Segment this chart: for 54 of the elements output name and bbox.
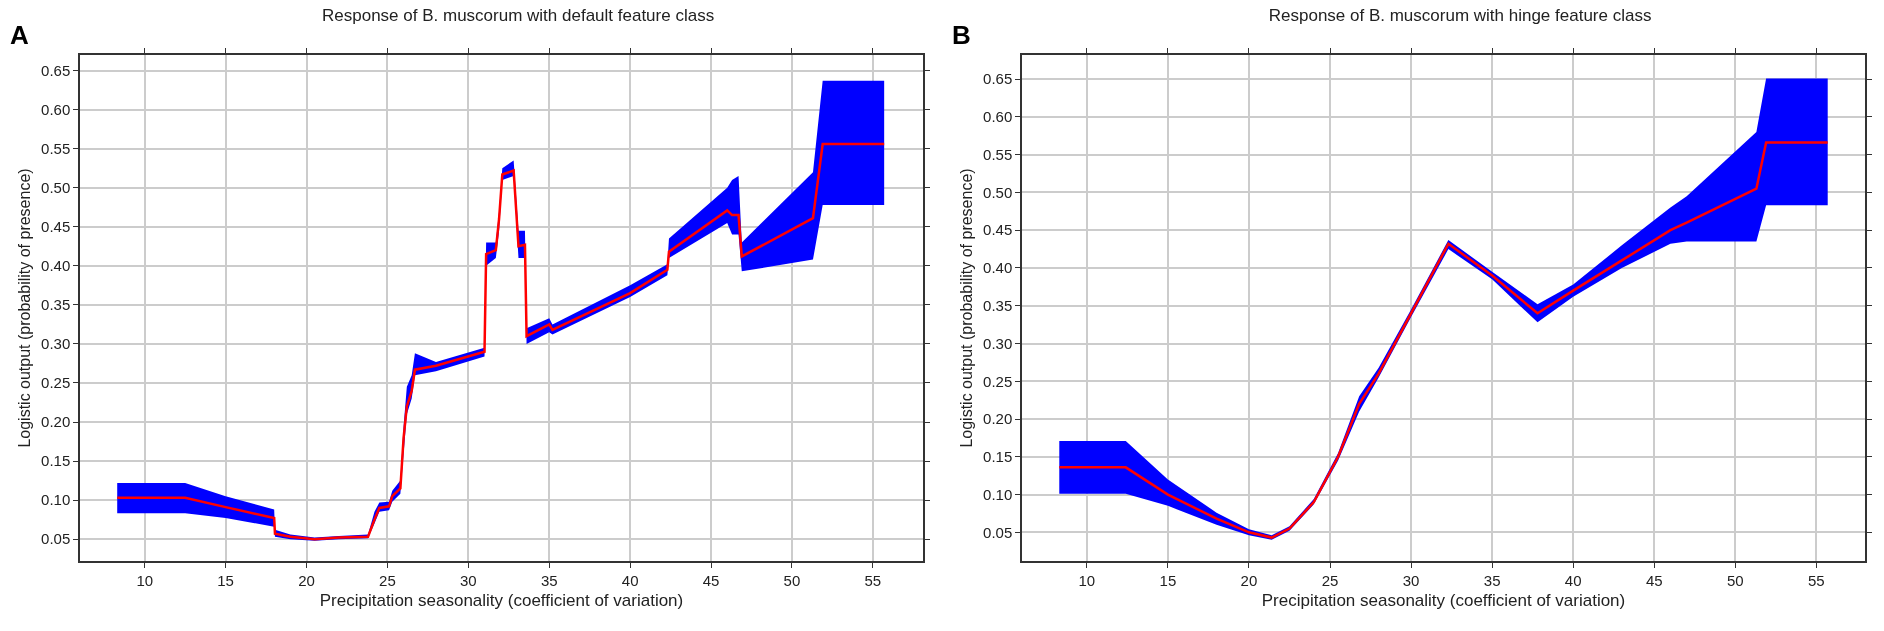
y-tick-label: 0.15 bbox=[41, 452, 71, 470]
x-axis-title: Precipitation seasonality (coefficient of variation) bbox=[1261, 590, 1626, 610]
x-tick-label: 50 bbox=[783, 571, 801, 589]
y-tick-label: 0.45 bbox=[983, 221, 1013, 239]
x-tick-label: 35 bbox=[1483, 571, 1501, 589]
y-tick-label: 0.65 bbox=[983, 70, 1013, 88]
x-tick-label: 40 bbox=[621, 571, 639, 589]
x-tick-label: 15 bbox=[217, 571, 234, 589]
x-tick-label: 20 bbox=[298, 571, 315, 589]
y-axis-title: Logistic output (probability of presence) bbox=[958, 168, 976, 448]
x-tick-label: 35 bbox=[540, 571, 558, 589]
y-tick-label: 0.55 bbox=[983, 145, 1013, 163]
y-tick-label: 0.50 bbox=[41, 179, 71, 196]
y-tick-label: 0.30 bbox=[983, 334, 1013, 352]
x-tick-label: 45 bbox=[1645, 571, 1663, 589]
x-tick-label: 50 bbox=[1726, 571, 1744, 589]
y-tick-label: 0.25 bbox=[983, 372, 1013, 390]
y-tick-label: 0.40 bbox=[983, 259, 1013, 277]
y-tick-label: 0.50 bbox=[983, 183, 1013, 201]
y-tick-label: 0.60 bbox=[41, 100, 71, 118]
x-tick-label: 25 bbox=[1321, 571, 1339, 589]
x-tick-label: 25 bbox=[379, 571, 396, 589]
y-tick-label: 0.45 bbox=[41, 218, 71, 236]
y-tick-label: 0.55 bbox=[41, 139, 71, 157]
x-tick-label: 55 bbox=[864, 571, 882, 589]
y-tick-label: 0.30 bbox=[41, 335, 71, 353]
x-tick-label: 10 bbox=[136, 571, 154, 589]
chart-title: Response of B. muscorum with hinge feature class bbox=[1268, 6, 1652, 26]
y-tick-label: 0.10 bbox=[983, 485, 1013, 503]
y-tick-label: 0.60 bbox=[983, 108, 1013, 126]
x-tick-label: 10 bbox=[1078, 571, 1096, 589]
y-tick-label: 0.25 bbox=[41, 374, 71, 392]
text: A bbox=[10, 20, 29, 50]
y-tick-label: 0.35 bbox=[983, 296, 1013, 314]
y-tick-label: 0.05 bbox=[983, 523, 1013, 541]
y-tick-label: 0.15 bbox=[983, 448, 1013, 466]
y-tick-label: 0.35 bbox=[41, 296, 71, 314]
chart-title: Response of B. muscorum with default feature class bbox=[322, 6, 715, 26]
x-tick-label: 40 bbox=[1564, 571, 1582, 589]
y-tick-label: 0.40 bbox=[41, 257, 71, 275]
text: B bbox=[952, 20, 971, 50]
x-axis-title: Precipitation seasonality (coefficient of variation) bbox=[319, 590, 684, 610]
x-tick-label: 30 bbox=[459, 571, 477, 589]
x-tick-label: 30 bbox=[1402, 571, 1420, 589]
x-tick-label: 55 bbox=[1808, 571, 1825, 589]
y-axis-title: Logistic output (probability of presence) bbox=[16, 168, 34, 448]
x-tick-label: 45 bbox=[702, 571, 720, 589]
y-tick-label: 0.65 bbox=[41, 61, 71, 79]
y-tick-label: 0.10 bbox=[41, 491, 71, 509]
x-tick-label: 20 bbox=[1240, 571, 1258, 589]
x-tick-label: 15 bbox=[1159, 571, 1177, 589]
y-tick-label: 0.20 bbox=[41, 413, 71, 431]
y-tick-label: 0.20 bbox=[983, 410, 1013, 428]
y-tick-label: 0.05 bbox=[41, 530, 71, 548]
